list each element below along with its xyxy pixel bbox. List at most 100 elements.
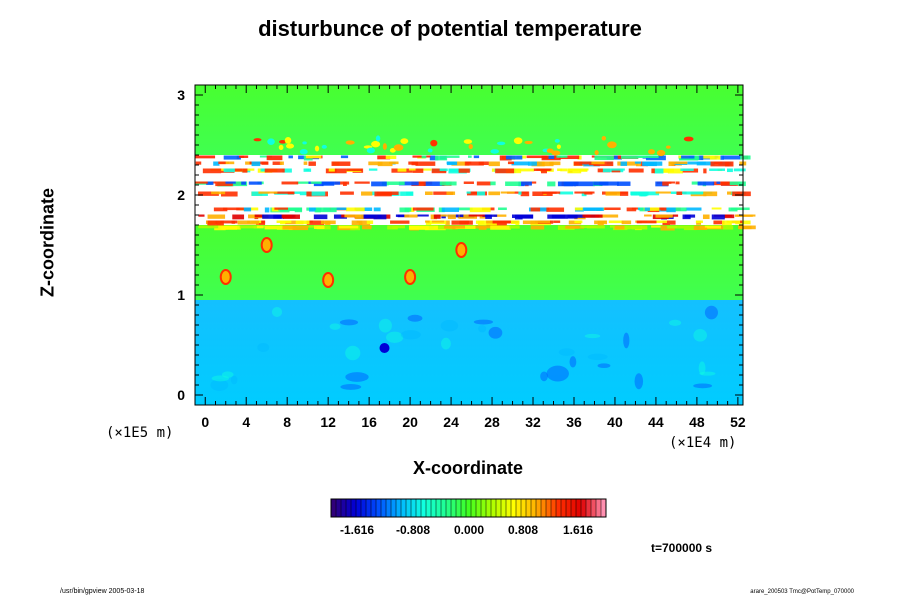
colorbar-cell (361, 499, 367, 517)
colorbar-cell (366, 499, 372, 517)
eddy-mark (375, 135, 381, 142)
streak-mark (223, 168, 235, 173)
streak-mark (198, 214, 205, 217)
streak-mark (731, 207, 750, 211)
colorbar-tick-label: -0.808 (396, 523, 430, 537)
streak-mark (251, 161, 261, 167)
streak-mark (646, 220, 667, 223)
streak-mark (724, 214, 735, 219)
colorbar-cell (386, 499, 392, 517)
colorbar-cell (341, 499, 347, 517)
eddy-mark (683, 136, 694, 142)
streak-mark (729, 181, 741, 185)
streak-mark (739, 155, 751, 160)
streak-mark (254, 214, 264, 218)
colorbar-cell (486, 499, 492, 517)
colorbar-cell (416, 499, 422, 517)
streak-mark (662, 181, 669, 186)
streak-mark (490, 181, 496, 186)
streak-mark (682, 214, 691, 220)
streak-mark (446, 161, 458, 166)
eddy-mark (601, 136, 607, 141)
streak-mark (527, 161, 542, 166)
streak-mark (389, 161, 399, 165)
eddy-mark (594, 150, 599, 156)
streak-mark (530, 207, 541, 212)
streak-mark (488, 161, 500, 167)
colorbar-cell (591, 499, 597, 517)
streak-mark (397, 168, 407, 172)
swirl-mark (257, 342, 270, 353)
streak-mark (238, 155, 245, 158)
streak-mark (458, 214, 478, 219)
colorbar-cell (546, 499, 552, 517)
swirl-mark (569, 356, 577, 368)
y-tick-label: 0 (177, 387, 185, 403)
x-tick-label: 40 (607, 414, 623, 430)
streak-mark (733, 168, 746, 172)
streak-mark (620, 225, 641, 230)
x-tick-label: 0 (201, 414, 209, 430)
streak-mark (220, 220, 238, 224)
streak-mark (264, 168, 285, 173)
swirl-mark (271, 306, 283, 317)
streak-mark (486, 220, 495, 224)
swirl-mark (693, 329, 708, 342)
colorbar-cell (421, 499, 427, 517)
streak-mark (644, 214, 652, 217)
streak-mark (628, 168, 644, 173)
streak-mark (594, 155, 614, 161)
streak-mark (693, 225, 708, 231)
colorbar-cell (451, 499, 457, 517)
streak-mark (451, 161, 470, 166)
colorbar-cell (476, 499, 482, 517)
x-tick-label: 20 (402, 414, 418, 430)
streak-mark (458, 168, 470, 173)
swirl-mark (345, 345, 361, 361)
x-tick-label: 52 (730, 414, 746, 430)
streak-mark (547, 181, 556, 187)
streak-mark (303, 161, 308, 165)
streak-mark (725, 161, 734, 167)
streak-mark (351, 220, 363, 226)
eddy-mark (321, 144, 327, 149)
streak-mark (549, 161, 561, 166)
colorbar-cell (576, 499, 582, 517)
colorbar-tick-label: 1.616 (563, 523, 593, 537)
streak-mark (703, 168, 707, 174)
streak-mark (500, 191, 515, 194)
streak-mark (710, 161, 730, 167)
streak-mark (716, 181, 721, 184)
streak-mark (412, 168, 424, 173)
thermal-blob (260, 237, 273, 253)
streak-mark (285, 220, 304, 225)
thermal-blob (322, 272, 335, 288)
streak-mark (457, 207, 473, 211)
swirl-mark (587, 353, 608, 361)
swirl-mark (210, 379, 229, 392)
streak-mark (669, 220, 676, 225)
streak-mark (620, 161, 628, 166)
field-region (195, 225, 743, 300)
streak-mark (261, 161, 269, 165)
streak-mark (609, 225, 616, 228)
streak-mark (446, 181, 452, 184)
streak-mark (488, 191, 501, 196)
streak-mark (307, 191, 326, 196)
streak-mark (495, 168, 515, 174)
streak-mark (213, 161, 220, 166)
streak-mark (635, 161, 641, 167)
streak-mark (483, 225, 497, 229)
streak-mark (558, 191, 574, 195)
colorbar-cell (431, 499, 437, 517)
swirl-mark (699, 371, 716, 376)
streak-mark (441, 207, 460, 212)
streak-mark (231, 220, 236, 224)
eddy-mark (278, 144, 284, 151)
streak-mark (655, 181, 669, 187)
streak-mark (499, 155, 512, 161)
eddy-mark (513, 137, 523, 145)
streak-mark (651, 168, 655, 174)
colorbar-cell (446, 499, 452, 517)
streak-mark (666, 207, 687, 212)
